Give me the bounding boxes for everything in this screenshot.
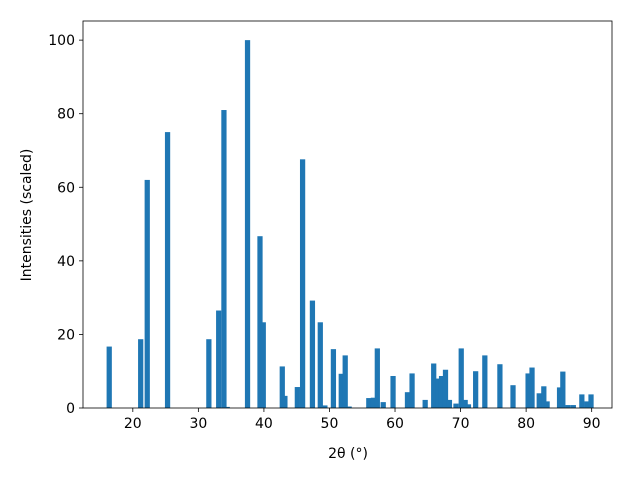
- bar: [541, 386, 547, 408]
- bar: [588, 394, 594, 408]
- bar: [579, 394, 585, 408]
- bar: [299, 159, 306, 408]
- y-tick-label: 40: [57, 254, 75, 270]
- bar: [346, 406, 352, 408]
- bar: [529, 367, 535, 408]
- x-tick-label: 70: [452, 416, 470, 432]
- bar: [404, 392, 411, 408]
- y-tick-label: 0: [66, 401, 75, 417]
- bar: [282, 395, 288, 408]
- bar: [257, 236, 263, 408]
- bar: [465, 404, 472, 408]
- bar: [446, 399, 453, 408]
- bar: [330, 349, 337, 408]
- bar: [570, 405, 576, 408]
- x-tick-label: 40: [255, 416, 273, 432]
- y-tick-label: 60: [57, 180, 75, 196]
- plot-frame: [82, 20, 613, 409]
- bar: [422, 399, 428, 408]
- x-axis-label: 2θ (°): [328, 446, 368, 462]
- bar: [338, 373, 344, 408]
- bar: [438, 375, 445, 408]
- x-tick-label: 50: [321, 416, 339, 432]
- bar: [390, 375, 396, 408]
- bar: [409, 373, 415, 408]
- bar: [279, 366, 285, 408]
- bar: [435, 378, 441, 408]
- bar: [560, 371, 566, 408]
- x-tick-label: 20: [124, 416, 142, 432]
- bar: [544, 401, 550, 408]
- bar: [106, 346, 112, 408]
- bar: [294, 387, 300, 408]
- x-tick-label: 60: [386, 416, 404, 432]
- bar: [322, 405, 328, 408]
- bar: [473, 371, 479, 408]
- bar: [342, 355, 348, 408]
- bar: [556, 387, 563, 408]
- bar: [374, 348, 380, 408]
- bar: [244, 40, 251, 409]
- y-tick-label: 80: [57, 107, 75, 123]
- bar: [536, 393, 542, 408]
- bar: [497, 364, 503, 408]
- y-tick-label: 20: [57, 327, 75, 343]
- bar: [458, 348, 464, 408]
- x-tick-label: 80: [517, 416, 535, 432]
- bar: [224, 406, 230, 408]
- y-tick-label: 100: [48, 33, 75, 49]
- x-tick-label: 30: [189, 416, 207, 432]
- bar: [260, 322, 266, 408]
- bar: [221, 110, 227, 408]
- bar: [380, 402, 386, 408]
- bar: [565, 405, 571, 408]
- bar: [164, 132, 171, 408]
- bar: [138, 339, 144, 408]
- bar: [206, 339, 212, 408]
- bar: [431, 363, 437, 408]
- bar: [482, 355, 488, 408]
- bar: [462, 399, 468, 408]
- x-tick-label: 90: [583, 416, 601, 432]
- bar: [366, 398, 372, 408]
- bar: [309, 300, 316, 408]
- bar: [370, 397, 377, 408]
- bar: [584, 401, 590, 408]
- bar: [144, 179, 150, 408]
- bar: [510, 385, 516, 408]
- bar: [442, 369, 449, 408]
- bar: [317, 322, 323, 408]
- bar: [453, 403, 459, 408]
- y-axis-label: Intensities (scaled): [19, 149, 35, 282]
- bar: [525, 373, 531, 408]
- bar: [216, 310, 222, 408]
